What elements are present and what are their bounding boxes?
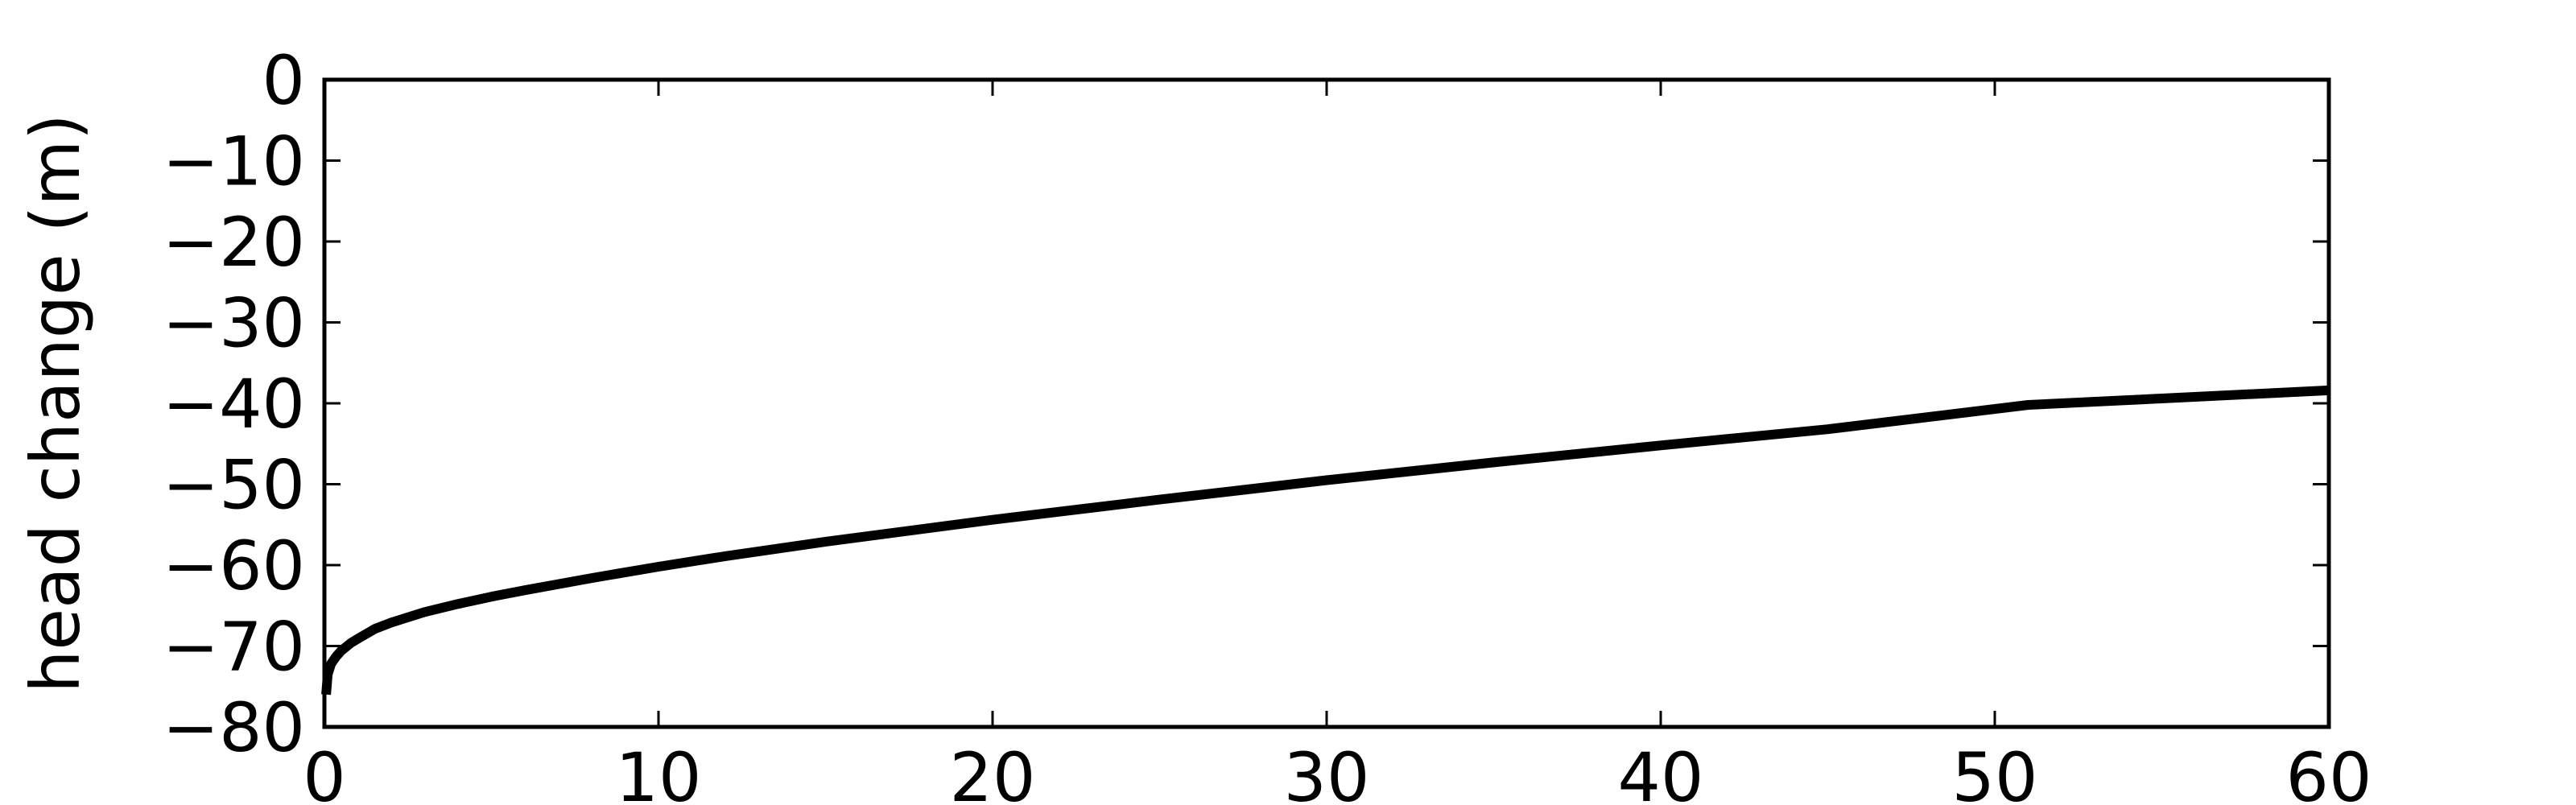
y-axis-label: head change (m) — [16, 114, 95, 693]
y-tick-label: −60 — [163, 526, 305, 605]
y-tick-label: −50 — [163, 446, 305, 525]
x-tick-label: 60 — [2286, 738, 2372, 805]
series-line — [321, 385, 2330, 696]
series-layer — [321, 385, 2330, 696]
y-tick-label: 0 — [262, 41, 305, 120]
x-tick-label: 0 — [303, 738, 345, 805]
x-tick-label: 50 — [1952, 738, 2038, 805]
x-tick-label: 10 — [616, 738, 702, 805]
x-tick-label: 40 — [1618, 738, 1704, 805]
y-tick-label: −40 — [163, 365, 305, 444]
y-tick-label: −30 — [163, 284, 305, 363]
plot-area-frame — [322, 77, 2331, 729]
tick-labels-layer: 0 10 20 30 40 50 600−10−20−30−40−50−60−70−80 — [163, 41, 2372, 805]
x-tick-label: 20 — [950, 738, 1036, 805]
y-tick-label: −10 — [163, 122, 305, 201]
x-tick-label: 30 — [1284, 738, 1370, 805]
y-tick-label: −70 — [163, 608, 305, 687]
y-tick-label: −80 — [163, 688, 305, 767]
y-tick-label: −20 — [163, 203, 305, 282]
